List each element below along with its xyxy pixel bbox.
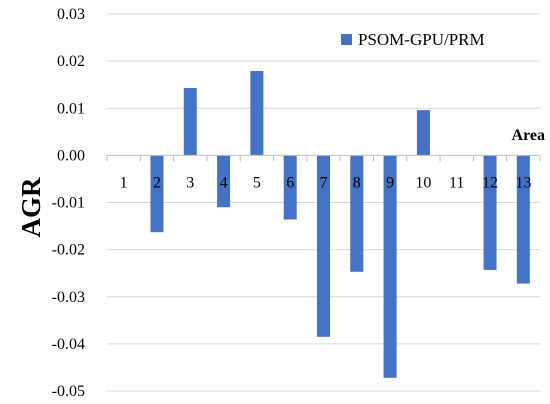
bar-area-4	[217, 155, 231, 208]
y-tick-label: -0.03	[52, 289, 85, 306]
y-axis-tick-labels: 0.03 0.02 0.01 0.00 -0.01 -0.02 -0.03 -0.04 -0.0…	[52, 6, 85, 400]
bar-area-13	[516, 155, 530, 284]
x-tick-label: 11	[449, 174, 464, 191]
y-tick-label: 0.03	[57, 6, 85, 23]
x-tick-label: 2	[153, 174, 161, 191]
bar-area-2	[150, 155, 164, 233]
x-tick-label: 7	[320, 174, 328, 191]
legend-label: PSOM-GPU/PRM	[358, 30, 485, 49]
y-tick-label: -0.01	[52, 195, 85, 212]
y-tick-label: 0.01	[57, 100, 85, 117]
bar-area-3	[183, 87, 197, 156]
x-tick-label: 9	[386, 174, 394, 191]
bar-area-6	[283, 155, 297, 220]
x-axis-category-labels: 1 2 3 4 5 6 7 8 9 10 11 12 13	[120, 174, 532, 191]
bar-area-7	[317, 155, 330, 337]
bar-area-12	[483, 155, 497, 270]
x-tick-label: 6	[286, 174, 294, 191]
bar-area-10	[416, 110, 430, 156]
legend-swatch	[341, 34, 352, 45]
y-tick-label: 0.00	[57, 147, 85, 164]
y-axis-title: AGR	[16, 177, 46, 238]
y-tick-label: -0.05	[52, 383, 85, 400]
y-tick-label: 0.02	[57, 53, 85, 70]
x-tick-label: 8	[353, 174, 361, 191]
bar-area-8	[350, 155, 364, 272]
x-tick-label: 10	[415, 174, 431, 191]
legend: PSOM-GPU/PRM	[341, 30, 485, 49]
bar-area-5	[250, 71, 264, 156]
x-tick-label: 5	[253, 174, 261, 191]
bar-area-9	[383, 155, 397, 378]
x-tick-label: 12	[482, 174, 498, 191]
x-axis-title: Area	[512, 127, 545, 144]
x-tick-label: 13	[515, 174, 531, 191]
x-tick-label: 1	[120, 174, 128, 191]
y-tick-label: -0.02	[52, 242, 85, 259]
y-tick-label: -0.04	[52, 336, 85, 353]
x-tick-label: 3	[186, 174, 194, 191]
bars	[150, 71, 530, 378]
x-tick-label: 4	[220, 174, 228, 191]
